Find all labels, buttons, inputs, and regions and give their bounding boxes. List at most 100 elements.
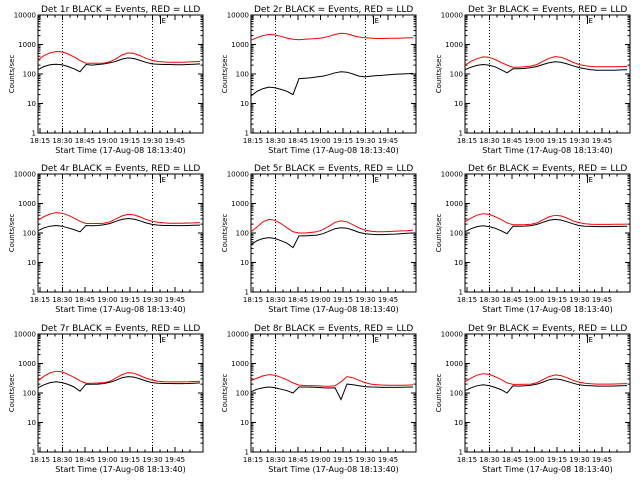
x-tick-label: 19:00 xyxy=(310,456,330,464)
x-tick-label: 18:45 xyxy=(288,137,308,145)
x-tick-label: 18:15 xyxy=(243,137,263,145)
x-tick-label: 18:30 xyxy=(479,456,499,464)
y-axis-label: Counts/sec xyxy=(221,55,229,94)
x-axis-label: Start Time (17-Aug-08 18:13:40) xyxy=(268,146,399,155)
x-tick-label: 19:15 xyxy=(120,137,140,145)
y-tick-label: 10000 xyxy=(227,12,249,20)
x-tick-label: 18:15 xyxy=(30,137,50,145)
plot-frame xyxy=(37,173,204,293)
x-tick-label: 18:45 xyxy=(288,456,308,464)
y-axis-label: Counts/sec xyxy=(435,214,443,253)
y-tick-label: 1000 xyxy=(231,360,249,368)
plot-frame xyxy=(250,14,417,134)
y-axis-label: Counts/sec xyxy=(8,374,16,413)
x-tick-label: 18:30 xyxy=(265,456,285,464)
x-tick-label: 19:30 xyxy=(569,296,589,304)
plot-frame xyxy=(464,14,631,134)
x-tick-label: 19:15 xyxy=(120,456,140,464)
flag-label: E xyxy=(162,176,166,184)
y-tick-label: 1000 xyxy=(445,360,463,368)
x-axis-label: Start Time (17-Aug-08 18:13:40) xyxy=(268,465,399,474)
x-tick-label: 18:30 xyxy=(52,137,72,145)
y-axis-label: Counts/sec xyxy=(435,55,443,94)
y-tick-label: 1000 xyxy=(445,41,463,49)
series-line-events xyxy=(464,61,628,74)
panel-1: E 1 10 100 1000 10000 18:15 18:30 18:45 19:00 19:1… xyxy=(8,5,204,155)
flag-label: E xyxy=(375,336,379,344)
x-tick-label: 19:45 xyxy=(592,296,612,304)
x-tick-label: 19:30 xyxy=(142,137,162,145)
x-tick-label: 18:15 xyxy=(243,296,263,304)
panel-7: E 1 10 100 1000 10000 18:15 18:30 18:45 19:00 19:1… xyxy=(8,324,204,474)
y-tick-label: 1000 xyxy=(18,360,36,368)
x-tick-label: 19:00 xyxy=(310,137,330,145)
panel-title: Det 1r BLACK = Events, RED = LLD xyxy=(41,5,200,15)
x-tick-label: 19:15 xyxy=(547,296,567,304)
series-line-lld xyxy=(250,32,414,41)
x-axis-label: Start Time (17-Aug-08 18:13:40) xyxy=(55,465,186,474)
x-tick-label: 18:45 xyxy=(75,137,95,145)
y-tick-label: 10 xyxy=(27,100,36,108)
panel-title: Det 9r BLACK = Events, RED = LLD xyxy=(468,324,627,334)
y-tick-label: 10000 xyxy=(227,331,249,339)
series-line-lld xyxy=(37,370,201,384)
y-tick-label: 10 xyxy=(240,259,249,267)
y-tick-label: 10000 xyxy=(441,331,463,339)
y-tick-label: 100 xyxy=(23,71,36,79)
y-tick-label: 100 xyxy=(236,390,249,398)
series-line-lld xyxy=(37,212,201,224)
y-tick-label: 1 xyxy=(32,289,36,297)
x-tick-label: 19:30 xyxy=(355,456,375,464)
x-tick-label: 18:45 xyxy=(502,296,522,304)
y-axis-label: Counts/sec xyxy=(8,55,16,94)
series-line-lld xyxy=(464,56,628,68)
series-line-events xyxy=(250,71,414,97)
panel-6: E 1 10 100 1000 10000 18:15 18:30 18:45 19:00 19:1… xyxy=(435,164,631,314)
series-line-events xyxy=(250,383,414,401)
x-tick-label: 19:30 xyxy=(569,456,589,464)
x-tick-label: 19:30 xyxy=(142,296,162,304)
series-line-lld xyxy=(464,373,628,385)
plot-frame xyxy=(37,14,204,134)
series-line-lld xyxy=(37,50,201,64)
y-tick-label: 10 xyxy=(454,259,463,267)
panel-title: Det 3r BLACK = Events, RED = LLD xyxy=(468,5,627,15)
series-line-lld xyxy=(250,218,414,234)
y-tick-label: 10 xyxy=(240,419,249,427)
x-tick-label: 19:30 xyxy=(142,456,162,464)
plot-frame xyxy=(464,173,631,293)
x-tick-label: 19:15 xyxy=(547,456,567,464)
x-tick-label: 19:15 xyxy=(120,296,140,304)
x-axis-label: Start Time (17-Aug-08 18:13:40) xyxy=(55,305,186,314)
x-tick-label: 18:45 xyxy=(75,456,95,464)
x-tick-label: 19:30 xyxy=(569,137,589,145)
panel-8: E 1 10 100 1000 10000 18:15 18:30 18:45 19:00 19:1… xyxy=(221,324,417,474)
y-tick-label: 100 xyxy=(450,71,463,79)
y-tick-label: 10 xyxy=(27,259,36,267)
y-tick-label: 1 xyxy=(245,130,249,138)
x-tick-label: 19:45 xyxy=(378,296,398,304)
y-tick-label: 10000 xyxy=(14,171,36,179)
x-tick-label: 19:15 xyxy=(547,137,567,145)
flag-label: E xyxy=(589,176,593,184)
x-tick-label: 19:00 xyxy=(310,296,330,304)
y-tick-label: 10000 xyxy=(14,12,36,20)
plot-frame xyxy=(464,333,631,453)
plot-frame xyxy=(250,173,417,293)
panel-title: Det 4r BLACK = Events, RED = LLD xyxy=(41,164,200,174)
y-tick-label: 100 xyxy=(23,390,36,398)
series-line-events xyxy=(250,227,414,249)
x-axis-label: Start Time (17-Aug-08 18:13:40) xyxy=(268,305,399,314)
panel-title: Det 7r BLACK = Events, RED = LLD xyxy=(41,324,200,334)
flag-label: E xyxy=(162,17,166,25)
x-tick-label: 19:45 xyxy=(592,137,612,145)
x-tick-label: 18:45 xyxy=(502,137,522,145)
x-tick-label: 18:15 xyxy=(457,456,477,464)
y-tick-label: 10 xyxy=(27,419,36,427)
x-tick-label: 18:15 xyxy=(30,456,50,464)
y-tick-label: 1 xyxy=(459,130,463,138)
panel-title: Det 2r BLACK = Events, RED = LLD xyxy=(254,5,413,15)
x-tick-label: 19:45 xyxy=(165,456,185,464)
y-tick-label: 1 xyxy=(459,449,463,457)
y-tick-label: 100 xyxy=(23,230,36,238)
